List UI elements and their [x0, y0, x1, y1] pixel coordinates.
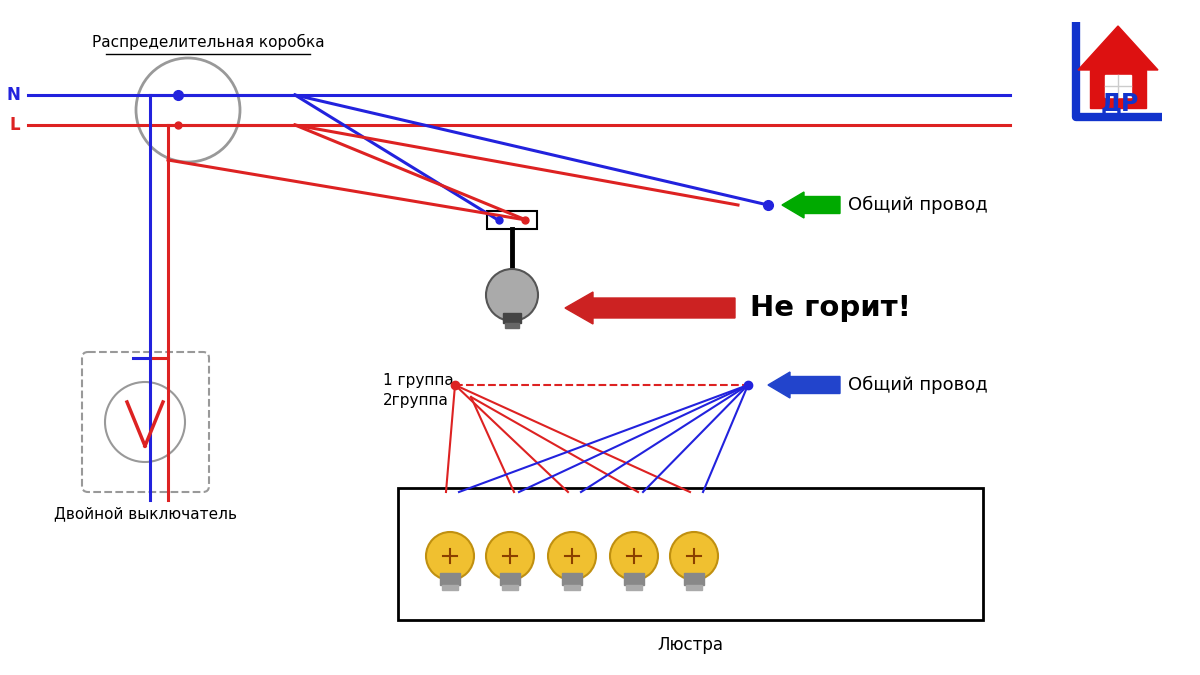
Bar: [1090, 70, 1146, 108]
Text: Не горит!: Не горит!: [750, 294, 911, 322]
Bar: [398, 488, 983, 620]
Bar: [562, 573, 582, 585]
Text: N: N: [6, 86, 20, 104]
Text: 1 группа: 1 группа: [383, 373, 454, 389]
Bar: [503, 585, 517, 590]
Bar: [487, 211, 538, 229]
Text: Распределительная коробка: Распределительная коробка: [91, 34, 324, 50]
Text: Общий провод: Общий провод: [848, 376, 988, 394]
Bar: [626, 585, 642, 590]
Bar: [1105, 75, 1132, 97]
Text: Общий провод: Общий провод: [848, 196, 988, 214]
Text: ДР: ДР: [1100, 91, 1139, 115]
Bar: [503, 313, 521, 323]
Text: Люстра: Люстра: [658, 636, 722, 654]
Bar: [686, 585, 702, 590]
Text: 2группа: 2группа: [383, 392, 449, 408]
Bar: [684, 573, 704, 585]
Circle shape: [486, 532, 534, 580]
Bar: [624, 573, 644, 585]
Circle shape: [670, 532, 718, 580]
Bar: [443, 585, 457, 590]
FancyArrow shape: [782, 192, 840, 218]
FancyArrow shape: [565, 292, 734, 324]
Bar: [500, 573, 520, 585]
FancyArrow shape: [768, 372, 840, 398]
Circle shape: [486, 269, 538, 321]
Bar: [440, 573, 460, 585]
Bar: [564, 585, 580, 590]
Circle shape: [548, 532, 596, 580]
Text: L: L: [10, 116, 20, 134]
Polygon shape: [1078, 26, 1158, 70]
Circle shape: [426, 532, 474, 580]
Circle shape: [610, 532, 658, 580]
Text: Двойной выключатель: Двойной выключатель: [54, 506, 236, 521]
Bar: [505, 323, 520, 328]
